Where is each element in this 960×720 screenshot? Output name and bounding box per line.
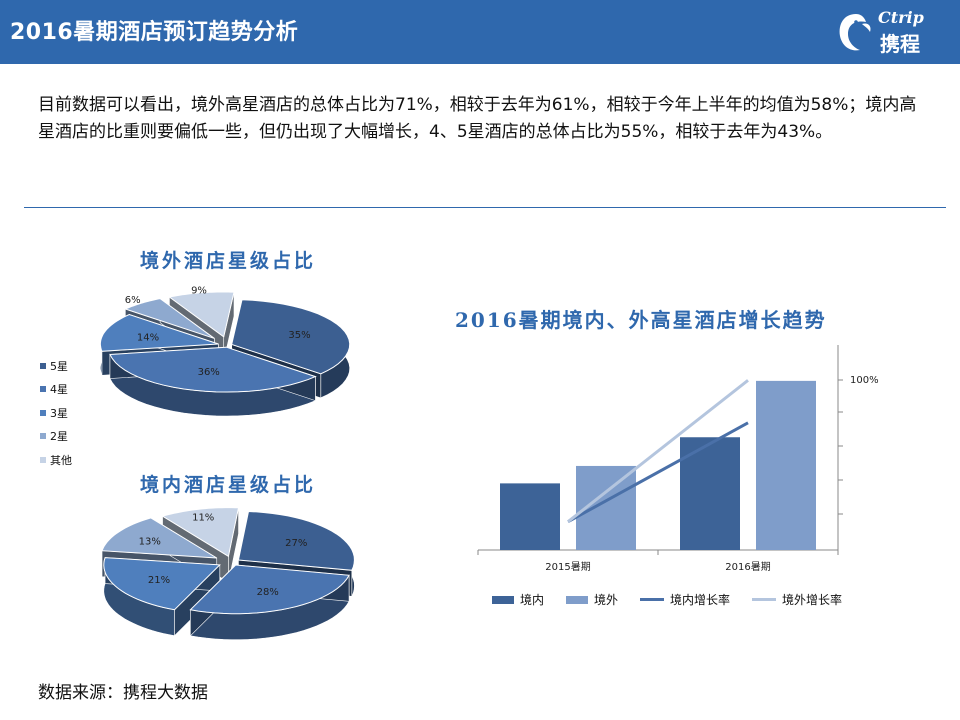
growth-legend-label: 境内增长率	[670, 593, 731, 607]
domestic-pie-data-label-4: 11%	[192, 512, 214, 523]
pie-legend-item: 3星	[40, 401, 72, 425]
ctrip-logo: Ctrip 携程	[836, 6, 946, 58]
pie-legend-label: 4星	[50, 383, 68, 397]
header-bar: 2016暑期酒店预订趋势分析 Ctrip 携程	[0, 0, 960, 64]
x-tick-label: 2016暑期	[725, 561, 770, 573]
page-title: 2016暑期酒店预订趋势分析	[10, 20, 299, 45]
growth-chart-legend: 境内 境外 境内增长率 境外增长率	[492, 591, 864, 608]
dolphin-icon	[839, 14, 871, 51]
growth-legend-swatch	[566, 595, 589, 604]
pie-legend-swatch	[40, 433, 46, 440]
pie-legend-item: 5星	[40, 354, 72, 378]
domestic-pie-slice-2	[103, 557, 221, 637]
domestic-pie-data-label-2: 21%	[148, 575, 170, 586]
pie-legend-label: 3星	[50, 406, 68, 420]
growth-legend-swatch	[752, 598, 777, 601]
x-tick-label: 2015暑期	[545, 561, 590, 573]
logo-text-cn: 携程	[880, 32, 920, 56]
domestic-pie-data-label-3: 13%	[139, 536, 161, 547]
overseas-pie-data-label-4: 9%	[191, 285, 207, 296]
overseas-pie-data-label-0: 35%	[288, 330, 310, 341]
pie-legend-swatch	[40, 456, 46, 463]
bar-境外-1	[756, 380, 816, 550]
overseas-pie-title: 境外酒店星级占比	[140, 250, 317, 272]
pie-legend-swatch	[40, 409, 46, 416]
growth-legend-item: 境内增长率	[640, 591, 730, 608]
growth-legend-item: 境外	[566, 591, 618, 608]
overseas-pie-data-label-3: 6%	[125, 295, 141, 306]
growth-legend-item: 境内	[492, 591, 544, 608]
pie-legend: 5星 4星 3星 2星其他	[40, 354, 72, 472]
intro-paragraph: 目前数据可以看出，境外高星酒店的总体占比为71%，相较于去年为61%，相较于今年…	[38, 95, 917, 142]
overseas-pie-slice-1	[109, 346, 317, 417]
growth-chart-title: 2016暑期境内、外高星酒店增长趋势	[455, 308, 827, 332]
growth-legend-swatch	[492, 595, 514, 604]
domestic-pie-title: 境内酒店星级占比	[140, 474, 317, 496]
pie-legend-label: 其他	[50, 453, 72, 467]
domestic-pie-slice-1	[189, 564, 350, 640]
growth-legend-label: 境外	[594, 593, 619, 607]
domestic-pie-data-label-0: 27%	[285, 538, 307, 549]
line-境外增长率	[567, 379, 749, 523]
pie-legend-label: 2星	[50, 430, 68, 444]
pie-legend-item: 4星	[40, 378, 72, 402]
bar-境内-0	[500, 483, 560, 550]
pie-legend-swatch	[40, 386, 46, 393]
logo-text-en: Ctrip	[878, 8, 924, 27]
line-境内增长率	[567, 421, 749, 524]
overseas-pie-data-label-1: 36%	[198, 367, 220, 378]
section-divider	[24, 207, 946, 208]
growth-legend-item: 境外增长率	[752, 591, 842, 608]
pie-legend-swatch	[40, 362, 46, 369]
y2-tick-label: 100%	[850, 375, 879, 386]
domestic-pie-data-label-1: 28%	[257, 587, 279, 598]
pie-legend-item: 其他	[40, 448, 72, 472]
overseas-pie-data-label-2: 14%	[137, 332, 159, 343]
growth-legend-label: 境内	[520, 593, 545, 607]
growth-legend-swatch	[640, 598, 665, 601]
pie-legend-item: 2星	[40, 425, 72, 449]
growth-legend-label: 境外增长率	[782, 593, 843, 607]
data-source-note: 数据来源：携程大数据	[38, 683, 208, 703]
pie-legend-label: 5星	[50, 359, 68, 373]
